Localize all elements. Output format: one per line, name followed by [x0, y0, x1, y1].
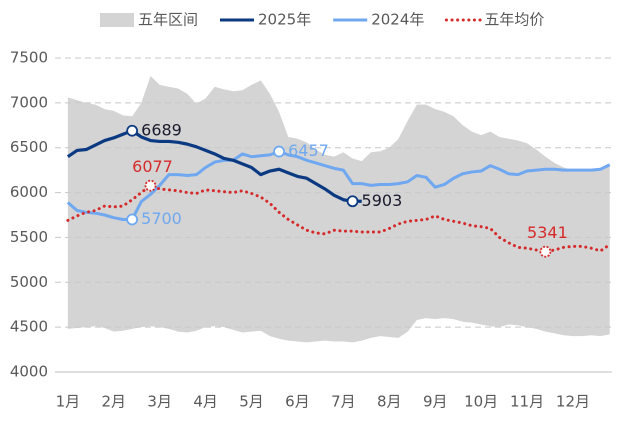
data-point-marker [273, 145, 285, 158]
data-point-marker [126, 124, 139, 137]
legend-label: 2025年 [258, 11, 311, 29]
y-tick-label: 5000 [10, 273, 48, 291]
y-tick-label: 4500 [10, 318, 48, 336]
x-tick-label: 7月 [331, 393, 356, 411]
y-tick-label: 4000 [10, 363, 48, 381]
y-tick-label: 7000 [10, 93, 48, 111]
legend-label: 2024年 [371, 11, 424, 29]
series-line [66, 129, 362, 203]
data-label: 5903 [362, 191, 403, 210]
x-tick-label: 12月 [556, 393, 590, 411]
y-tick-label: 7500 [10, 49, 48, 67]
series-line [66, 150, 611, 221]
data-point-marker [346, 195, 359, 208]
x-tick-label: 8月 [377, 393, 402, 411]
data-point-marker [539, 245, 552, 258]
data-label: 5700 [141, 209, 182, 228]
data-point-marker [126, 213, 139, 226]
y-tick-label: 6000 [10, 183, 48, 201]
x-tick-label: 2月 [102, 393, 127, 411]
legend-swatch [100, 13, 134, 27]
x-tick-label: 3月 [147, 393, 172, 411]
x-tick-label: 5月 [239, 393, 264, 411]
data-label: 6689 [141, 120, 182, 139]
data-label: 6457 [288, 141, 329, 160]
x-tick-label: 11月 [510, 393, 544, 411]
x-tick-label: 10月 [464, 393, 498, 411]
x-tick-label: 6月 [285, 393, 310, 411]
legend-label: 五年均价 [484, 11, 544, 29]
y-tick-label: 6500 [10, 138, 48, 156]
data-label: 5341 [527, 223, 568, 242]
range-area [67, 75, 610, 343]
x-tick-label: 9月 [423, 393, 448, 411]
x-tick-label: 4月 [193, 393, 218, 411]
y-tick-label: 5500 [10, 228, 48, 246]
series-dotted-line [66, 183, 612, 254]
x-tick-label: 1月 [56, 393, 81, 411]
data-label: 6077 [132, 157, 173, 176]
data-point-marker [144, 179, 157, 192]
legend-label: 五年区间 [138, 11, 198, 29]
